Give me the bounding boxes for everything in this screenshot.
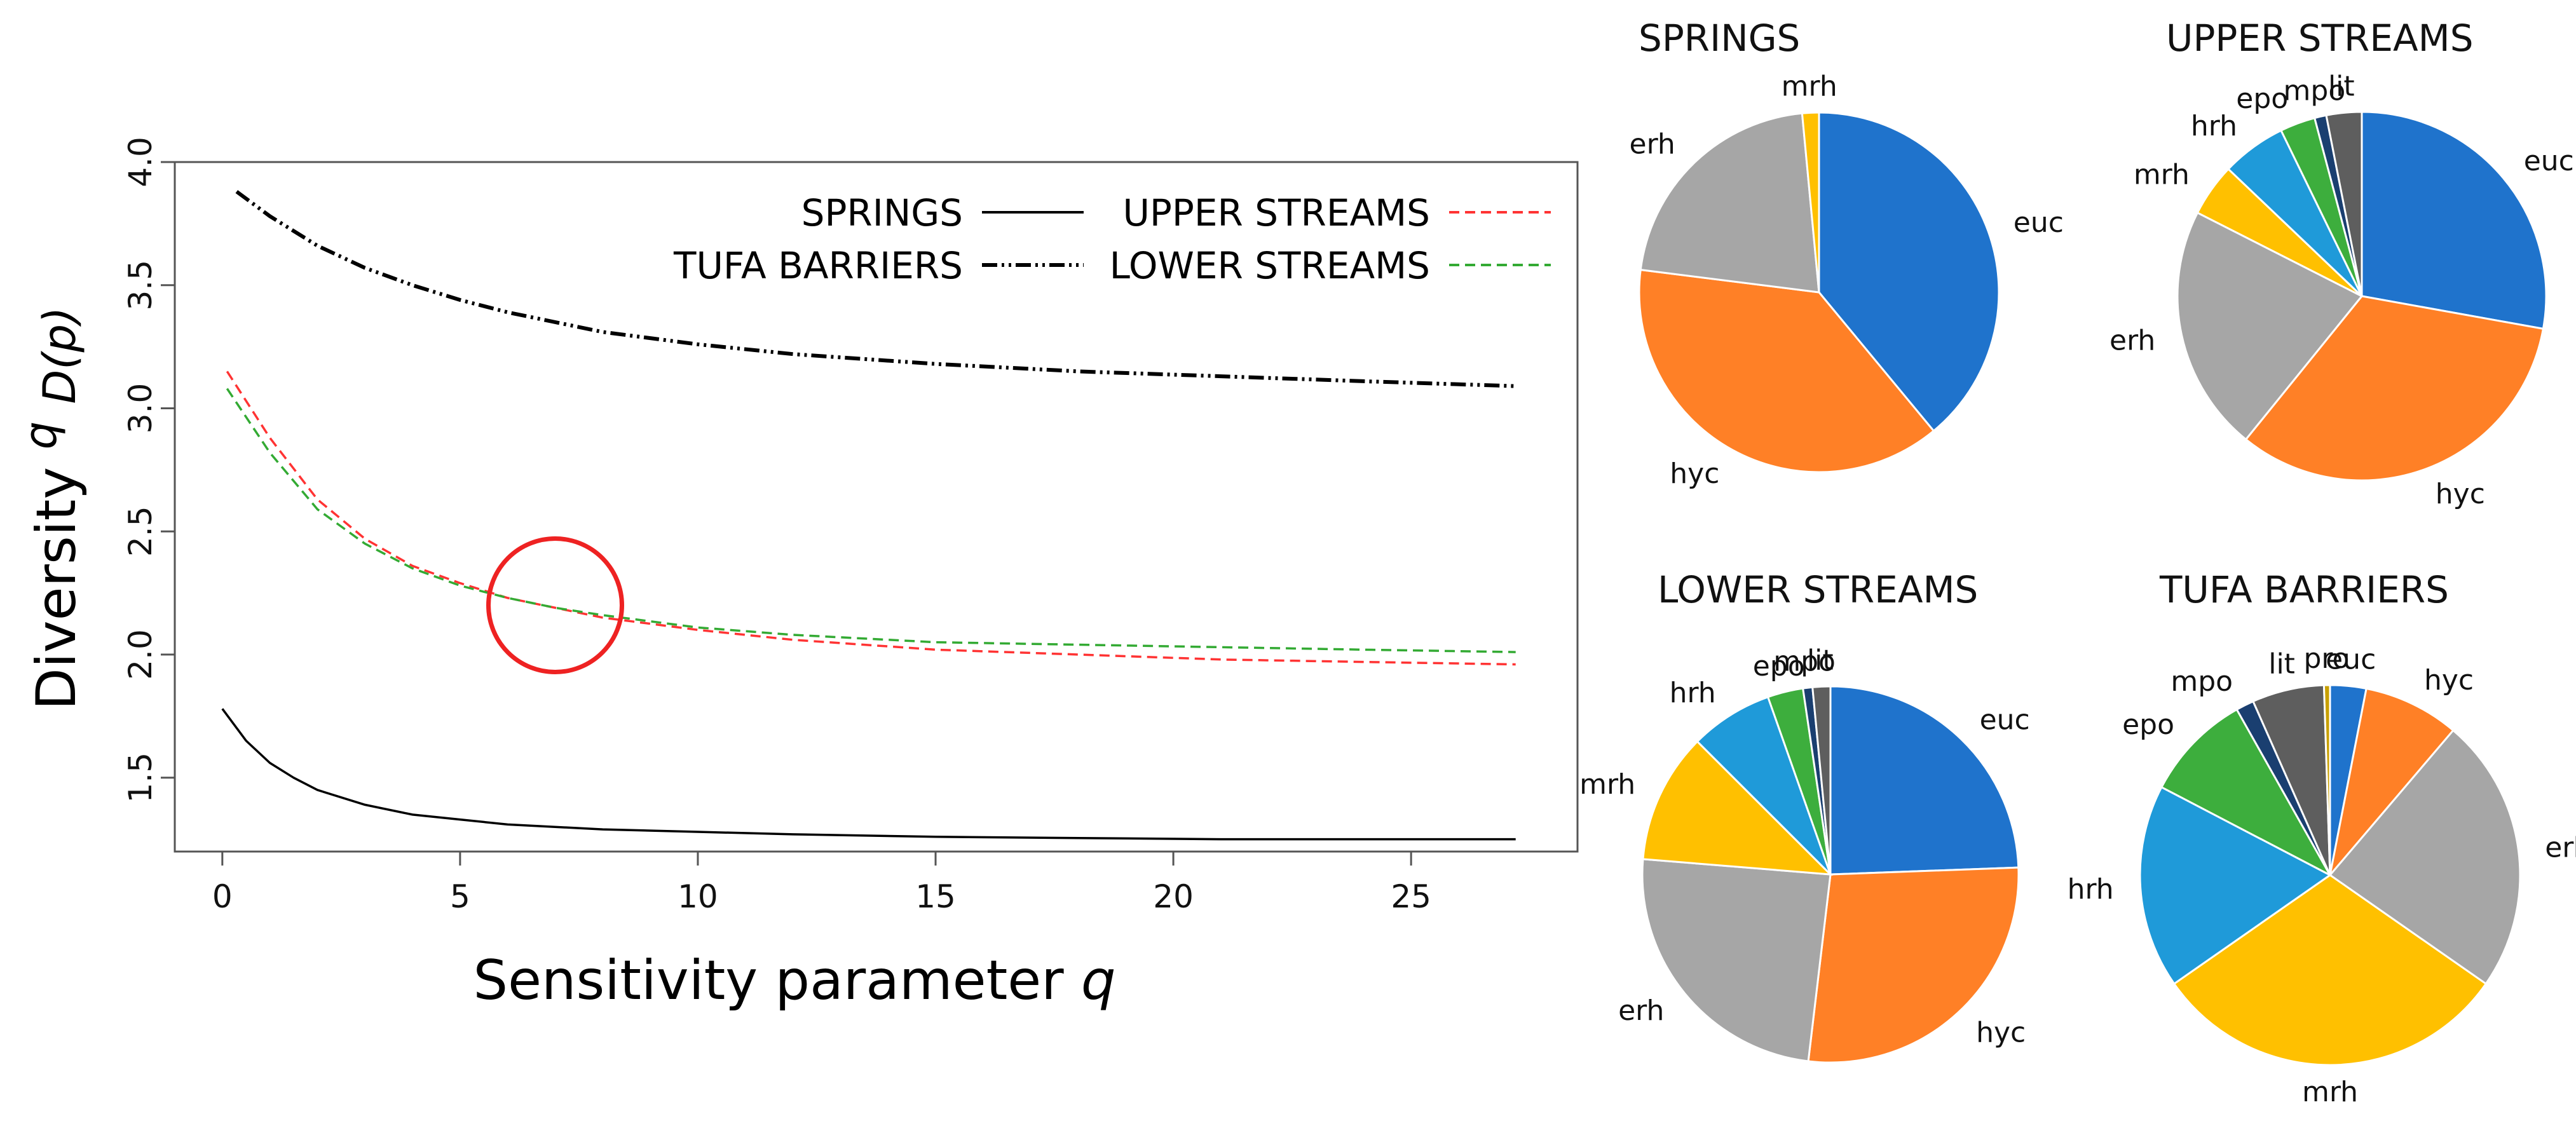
x-tick-label: 0 (212, 878, 233, 915)
pie-label-euc: euc (2524, 145, 2574, 177)
pie-label-erh: erh (1618, 995, 1664, 1027)
pie-label-euc: euc (2326, 644, 2376, 676)
pie-slice-erh (2328, 729, 2521, 986)
pie-slice-hyc (2328, 687, 2455, 879)
series-lines (221, 190, 1516, 841)
pie-title-springs: SPRINGS (1639, 17, 1800, 60)
pie-slice-epo (2160, 708, 2333, 878)
pie-label-lit: lit (2268, 648, 2295, 681)
pie-label-hrh: hrh (2191, 110, 2237, 142)
pie-tufa-barriers: TUFA BARRIERS euc hyc erh mrh hrh epo mpo litpr… (2068, 568, 2576, 1108)
pie-slice-lit (1811, 685, 1832, 875)
pie-slice-erh (1639, 112, 1820, 294)
pie-label-mrh: mrh (1782, 70, 1837, 102)
series-line-springs (221, 708, 1516, 841)
pie-label-hrh: hrh (2068, 873, 2114, 906)
pie-slice-erh (2176, 211, 2364, 441)
pie-label-hyc: hyc (1976, 1017, 2026, 1049)
pie-label-epo: epo (2236, 83, 2288, 115)
pie-label-euc: euc (2014, 207, 2064, 239)
x-axis-title-text: Sensitivity parameter (473, 949, 1064, 1012)
pie-slice-mrh (1801, 111, 1820, 293)
pie-label-epo: epo (2122, 709, 2174, 741)
pie-label-mrh: mrh (1579, 768, 1635, 801)
legend-label-upper-streams: UPPER STREAMS (1122, 191, 1430, 234)
pie-slice-hyc (2244, 295, 2545, 482)
series-line-upper-streams (226, 370, 1516, 666)
y-axis: 1.5 2.0 2.5 3.0 3.5 4.0 (122, 137, 175, 803)
y-tick-label: 2.0 (122, 629, 159, 680)
series-line-lower-streams (226, 388, 1516, 653)
pie-title-lower-streams: LOWER STREAMS (1658, 568, 1978, 611)
pie-title-tufa-barriers: TUFA BARRIERS (2159, 568, 2449, 611)
pie-slice-hrh (1696, 695, 1832, 876)
y-axis-title: Diversity q D(p) (6, 307, 88, 710)
pie-label-euc: euc (1980, 704, 2030, 737)
x-tick-label: 10 (678, 878, 718, 915)
x-tick-label: 15 (915, 878, 956, 915)
y-tick-label: 1.5 (122, 752, 159, 803)
pie-label-mrh: mrh (2302, 1076, 2358, 1108)
pie-label-hyc: hyc (1670, 458, 1719, 490)
pie-label-erh: erh (2545, 831, 2576, 864)
x-axis-title-var: q (1081, 949, 1116, 1012)
legend-label-tufa-barriers: TUFA BARRIERS (673, 244, 963, 287)
pie-title-upper-streams: UPPER STREAMS (2166, 17, 2474, 60)
series-line-tufa-barriers (235, 190, 1516, 388)
pie-label-hrh: hrh (1670, 677, 1716, 709)
x-tick-label: 5 (450, 878, 470, 915)
x-axis-title: Sensitivity parameter q (473, 949, 1115, 1012)
y-axis-title-text: Diversity (25, 467, 88, 710)
pie-slice-hrh (2139, 785, 2332, 986)
pie-slice-lit (2325, 111, 2363, 297)
x-tick-label: 20 (1153, 878, 1194, 915)
pie-label-mrh: mrh (2134, 158, 2190, 191)
pie-label-mpo: mpo (1773, 646, 1836, 678)
y-tick-label: 4.0 (122, 137, 159, 187)
y-tick-label: 2.5 (122, 506, 159, 557)
pie-slice-hyc (1638, 268, 1935, 473)
pie-slice-euc (1818, 111, 2000, 433)
pie-springs: SPRINGS euc hyc erh mrh (1630, 17, 2064, 490)
pie-slice-erh (1641, 858, 1832, 1063)
pie-slice-mrh (1642, 740, 1833, 876)
pie-label-hyc: hyc (2424, 664, 2474, 696)
pie-label-pro: pro (2304, 642, 2350, 675)
y-tick-label: 3.5 (122, 260, 159, 311)
pie-slice-mrh (2172, 874, 2488, 1066)
pie-label-epo: epo (1753, 650, 1805, 683)
legend-label-springs: SPRINGS (801, 191, 963, 234)
pie-slices-springs: euc hyc erh mrh (1630, 70, 2064, 489)
legend: SPRINGS UPPER STREAMS TUFA BARRIERS LOWE… (673, 191, 1551, 287)
pie-slice-pro (2322, 684, 2331, 876)
pie-slice-hyc (1807, 866, 2020, 1064)
line-chart: 0 5 10 15 20 25 1.5 2.0 2.5 3.0 3.5 4.0 SPRINGS UP… (6, 137, 1579, 1012)
legend-label-lower-streams: LOWER STREAMS (1110, 244, 1430, 287)
pie-slice-euc (2361, 111, 2547, 330)
x-axis: 0 5 10 15 20 25 (212, 852, 1431, 915)
y-tick-label: 3.0 (122, 383, 159, 434)
pie-label-hyc: hyc (2436, 478, 2485, 510)
pie-label-lit: lit (1807, 644, 1834, 676)
pie-slice-euc (1829, 685, 2020, 876)
pie-label-lit: lit (2328, 71, 2355, 103)
pie-label-erh: erh (2109, 324, 2155, 357)
x-tick-label: 25 (1391, 878, 1431, 915)
plot-frame (174, 161, 1579, 853)
pie-label-erh: erh (1630, 128, 1675, 161)
pie-label-mpo: mpo (2171, 665, 2233, 698)
y-axis-title-sup: q (15, 421, 67, 449)
y-axis-title-sub: D(p) (34, 307, 86, 404)
annotation-circle (486, 536, 625, 674)
pie-label-mpo: mpo (2284, 75, 2346, 107)
